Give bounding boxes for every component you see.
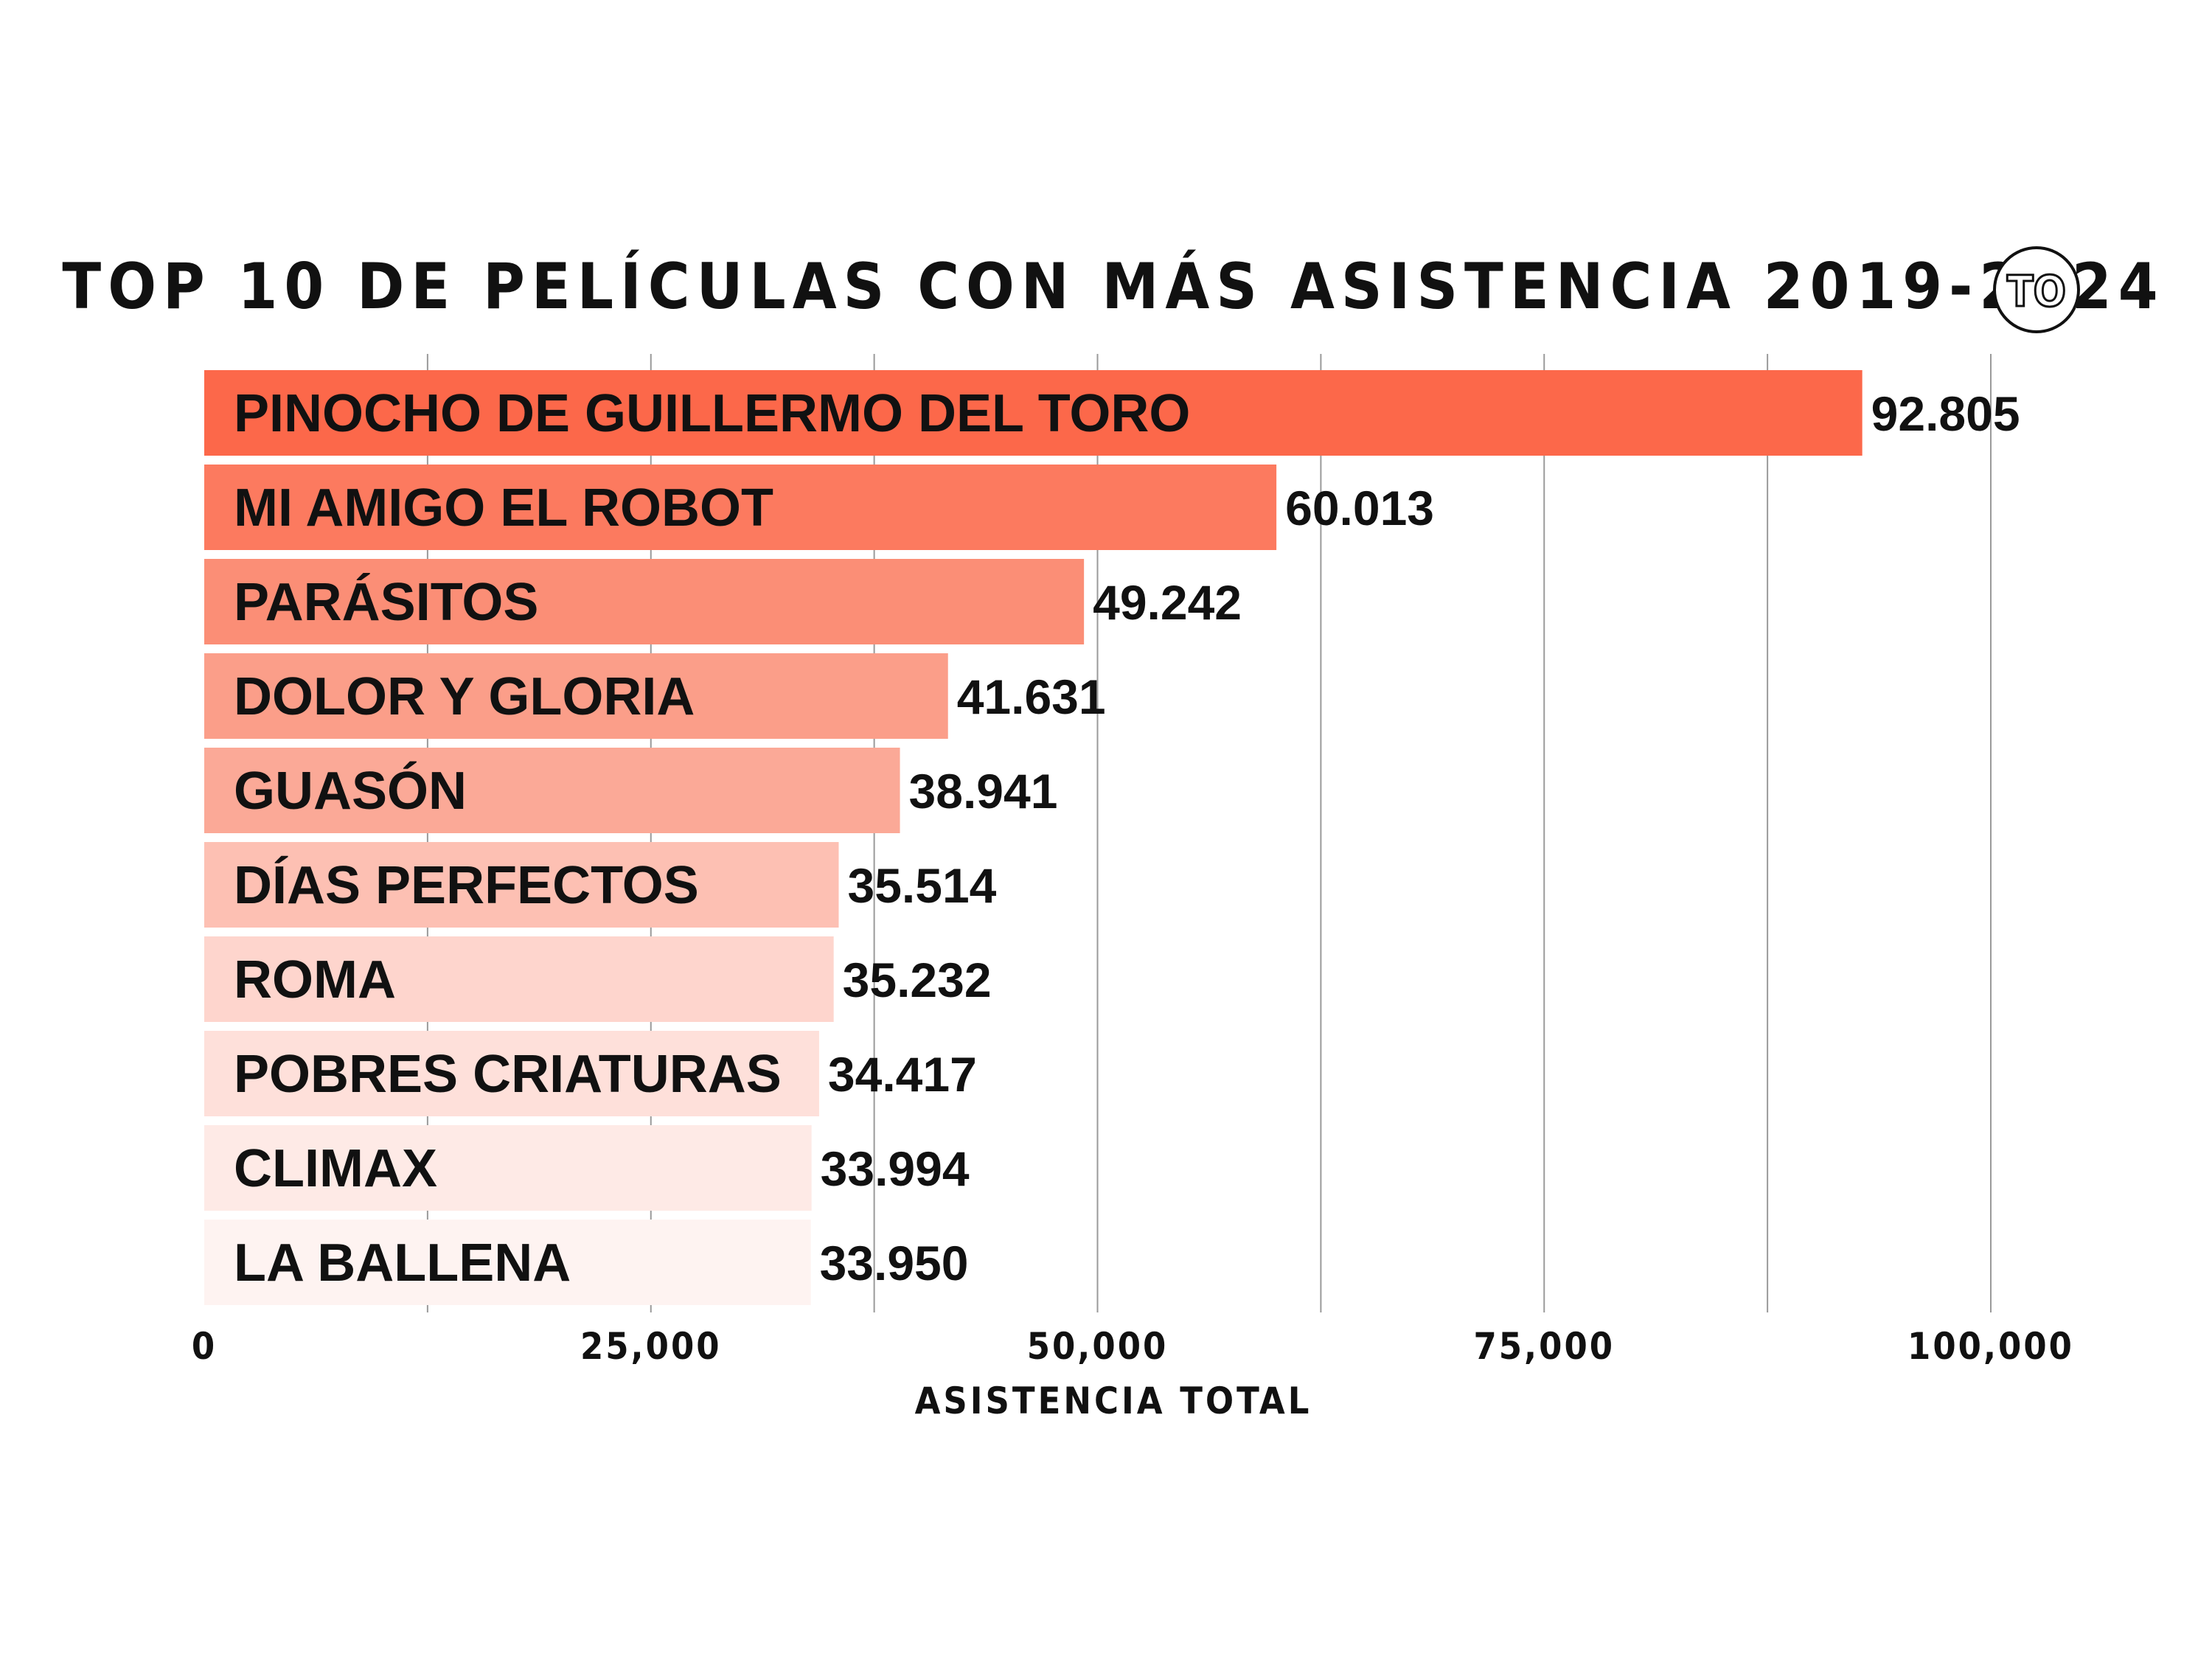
bar-category-label: CLIMAX [234, 1139, 437, 1198]
bar-value-label: 38.941 [909, 764, 1058, 818]
bars: PINOCHO DE GUILLERMO DEL TORO 92.805 MI AM… [204, 370, 2020, 1305]
x-tick-label: 25,000 [580, 1325, 722, 1368]
bar-category-label: GUASÓN [234, 761, 467, 821]
logo-ring [1993, 246, 2080, 333]
bar-value-label: 49.242 [1093, 575, 1242, 630]
bar-value-label: 33.994 [821, 1141, 970, 1196]
x-tick-label: 50,000 [1027, 1325, 1169, 1368]
bar [204, 936, 834, 1022]
bar-category-label: DÍAS PERFECTOS [234, 856, 699, 915]
bar-category-label: LA BALLENA [234, 1234, 571, 1293]
bar [204, 370, 1863, 456]
bar-category-label: DOLOR Y GLORIA [234, 667, 695, 726]
logo-text: TO [2007, 266, 2066, 316]
bar-value-label: 41.631 [957, 669, 1106, 724]
bar [204, 748, 900, 833]
x-axis: 0 25,000 50,000 75,000 100,000 [192, 1325, 2074, 1368]
bar-category-label: PARÁSITOS [234, 573, 538, 632]
bar-value-label: 33.950 [820, 1236, 969, 1290]
bar-category-label: MI AMIGO EL ROBOT [234, 479, 773, 538]
bar [204, 1220, 811, 1305]
x-tick-label: 0 [192, 1325, 217, 1368]
bar [204, 842, 839, 928]
bar-category-label: POBRES CRIATURAS [234, 1045, 782, 1104]
bar [204, 465, 1277, 550]
bar-value-label: 92.805 [1871, 386, 2020, 441]
x-tick-label: 75,000 [1473, 1325, 1615, 1368]
bar-category-label: PINOCHO DE GUILLERMO DEL TORO [234, 384, 1190, 443]
chart-title: TOP 10 DE PELÍCULAS CON MÁS ASISTENCIA 2… [62, 249, 2164, 324]
logo-badge: TO [1993, 246, 2080, 333]
x-tick-label: 100,000 [1907, 1325, 2074, 1368]
bar-value-label: 34.417 [828, 1047, 977, 1102]
bar-value-label: 60.013 [1285, 481, 1434, 535]
bar [204, 559, 1085, 644]
bar [204, 1125, 812, 1211]
bar-category-label: ROMA [234, 950, 396, 1009]
bar [204, 1031, 819, 1116]
x-axis-title: ASISTENCIA TOTAL [915, 1380, 1312, 1422]
bar-value-label: 35.232 [843, 953, 992, 1007]
bar-value-label: 35.514 [848, 858, 997, 913]
bar [204, 653, 948, 739]
